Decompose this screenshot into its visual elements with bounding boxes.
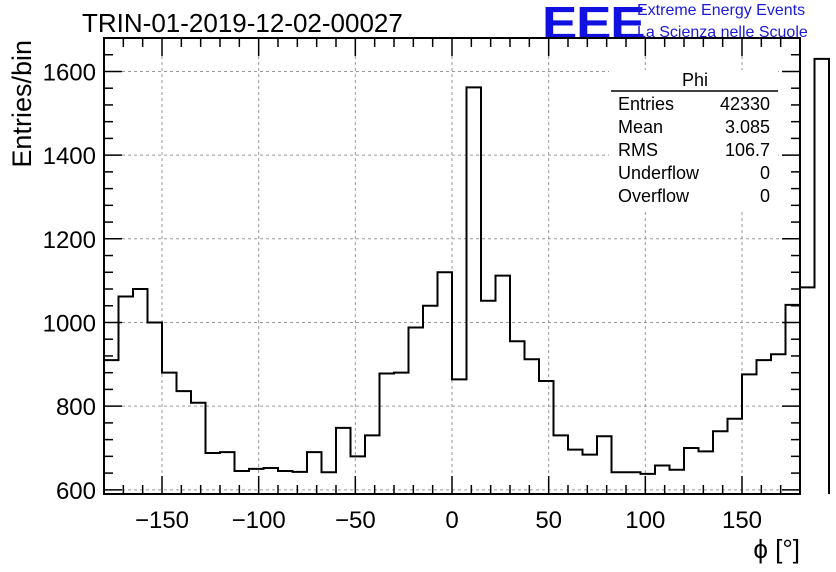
y-tick-label: 600 xyxy=(56,478,96,505)
histogram-bin xyxy=(786,305,801,494)
stats-label: Entries xyxy=(618,94,674,114)
histogram-bin xyxy=(235,471,250,494)
histogram-bin xyxy=(800,287,815,494)
histogram-bin xyxy=(119,297,134,494)
y-tick-label: 1600 xyxy=(43,59,96,86)
histogram-bin xyxy=(670,470,685,494)
stats-title: Phi xyxy=(682,70,708,90)
logo-text-line2: La Scienza nelle Scuole xyxy=(637,24,808,41)
histogram-bin xyxy=(220,452,235,494)
x-tick-label: 0 xyxy=(445,507,458,534)
histogram-bin xyxy=(104,360,119,494)
histogram-series xyxy=(103,57,830,494)
stats-label: RMS xyxy=(618,140,658,160)
y-axis-label: Entries/bin xyxy=(7,40,37,168)
histogram-bin xyxy=(380,374,395,494)
histogram-bin xyxy=(336,428,351,494)
x-tick-label: −100 xyxy=(232,507,286,534)
histogram-bin xyxy=(191,403,206,494)
histogram-bin xyxy=(713,431,728,494)
histogram-bin xyxy=(626,472,641,494)
x-axis-label: ϕ [°] xyxy=(753,534,800,564)
histogram-bin xyxy=(583,455,598,494)
histogram-bin xyxy=(597,436,612,494)
histogram-bin xyxy=(278,471,293,494)
stats-value: 42330 xyxy=(720,94,770,114)
histogram-bin xyxy=(539,381,554,494)
y-tick-label: 1200 xyxy=(43,227,96,254)
histogram-bin xyxy=(655,466,670,494)
x-tick-label: −150 xyxy=(135,507,189,534)
histogram-bin xyxy=(612,472,627,494)
histogram-bin xyxy=(249,469,264,494)
y-tick-label: 1000 xyxy=(43,310,96,337)
histogram-bin xyxy=(452,379,467,494)
stats-label: Mean xyxy=(618,117,663,137)
stats-value: 106.7 xyxy=(725,140,770,160)
histogram-bin xyxy=(554,435,569,494)
histogram-bin xyxy=(728,419,743,494)
histogram-bin xyxy=(162,373,177,494)
histogram-bin xyxy=(757,360,772,494)
histogram-bin xyxy=(510,341,525,494)
histogram-bin xyxy=(641,474,656,494)
histogram-bin xyxy=(525,359,540,494)
histogram-bin xyxy=(423,306,438,494)
histogram-bin xyxy=(264,468,279,494)
histogram-bin xyxy=(684,448,699,494)
histogram-bin xyxy=(148,322,163,494)
histogram-bin xyxy=(293,472,308,494)
histogram-bin xyxy=(815,59,830,494)
stats-value: 0 xyxy=(760,186,770,206)
logo-text-line1: Extreme Energy Events xyxy=(637,2,806,19)
histogram-bin xyxy=(394,373,409,494)
histogram-bin xyxy=(568,450,583,494)
histogram-bin xyxy=(409,327,424,494)
stats-label: Overflow xyxy=(618,186,690,206)
x-tick-label: 50 xyxy=(535,507,562,534)
y-tick-label: 1400 xyxy=(43,143,96,170)
x-tick-label: 150 xyxy=(722,507,762,534)
stats-value: 3.085 xyxy=(725,117,770,137)
histogram-bin xyxy=(307,452,322,494)
histogram-bin xyxy=(322,472,337,494)
histogram-bin xyxy=(206,453,221,494)
x-tick-label: 100 xyxy=(625,507,665,534)
x-tick-label: −50 xyxy=(335,507,376,534)
histogram-bin xyxy=(496,276,511,494)
histogram-bin xyxy=(177,391,192,494)
stats-value: 0 xyxy=(760,163,770,183)
histogram-bin xyxy=(699,451,714,494)
histogram-bin xyxy=(771,354,786,494)
histogram-bin xyxy=(351,456,366,494)
stats-label: Underflow xyxy=(618,163,700,183)
histogram-bin xyxy=(467,87,482,494)
chart-title: TRIN-01-2019-12-02-00027 xyxy=(82,8,403,38)
y-tick-label: 800 xyxy=(56,394,96,421)
histogram-bin xyxy=(481,301,496,494)
histogram-bin xyxy=(133,289,148,494)
histogram-bin xyxy=(438,272,453,494)
stats-box xyxy=(609,70,778,212)
histogram-bin xyxy=(365,435,380,494)
histogram-bin xyxy=(742,374,757,494)
